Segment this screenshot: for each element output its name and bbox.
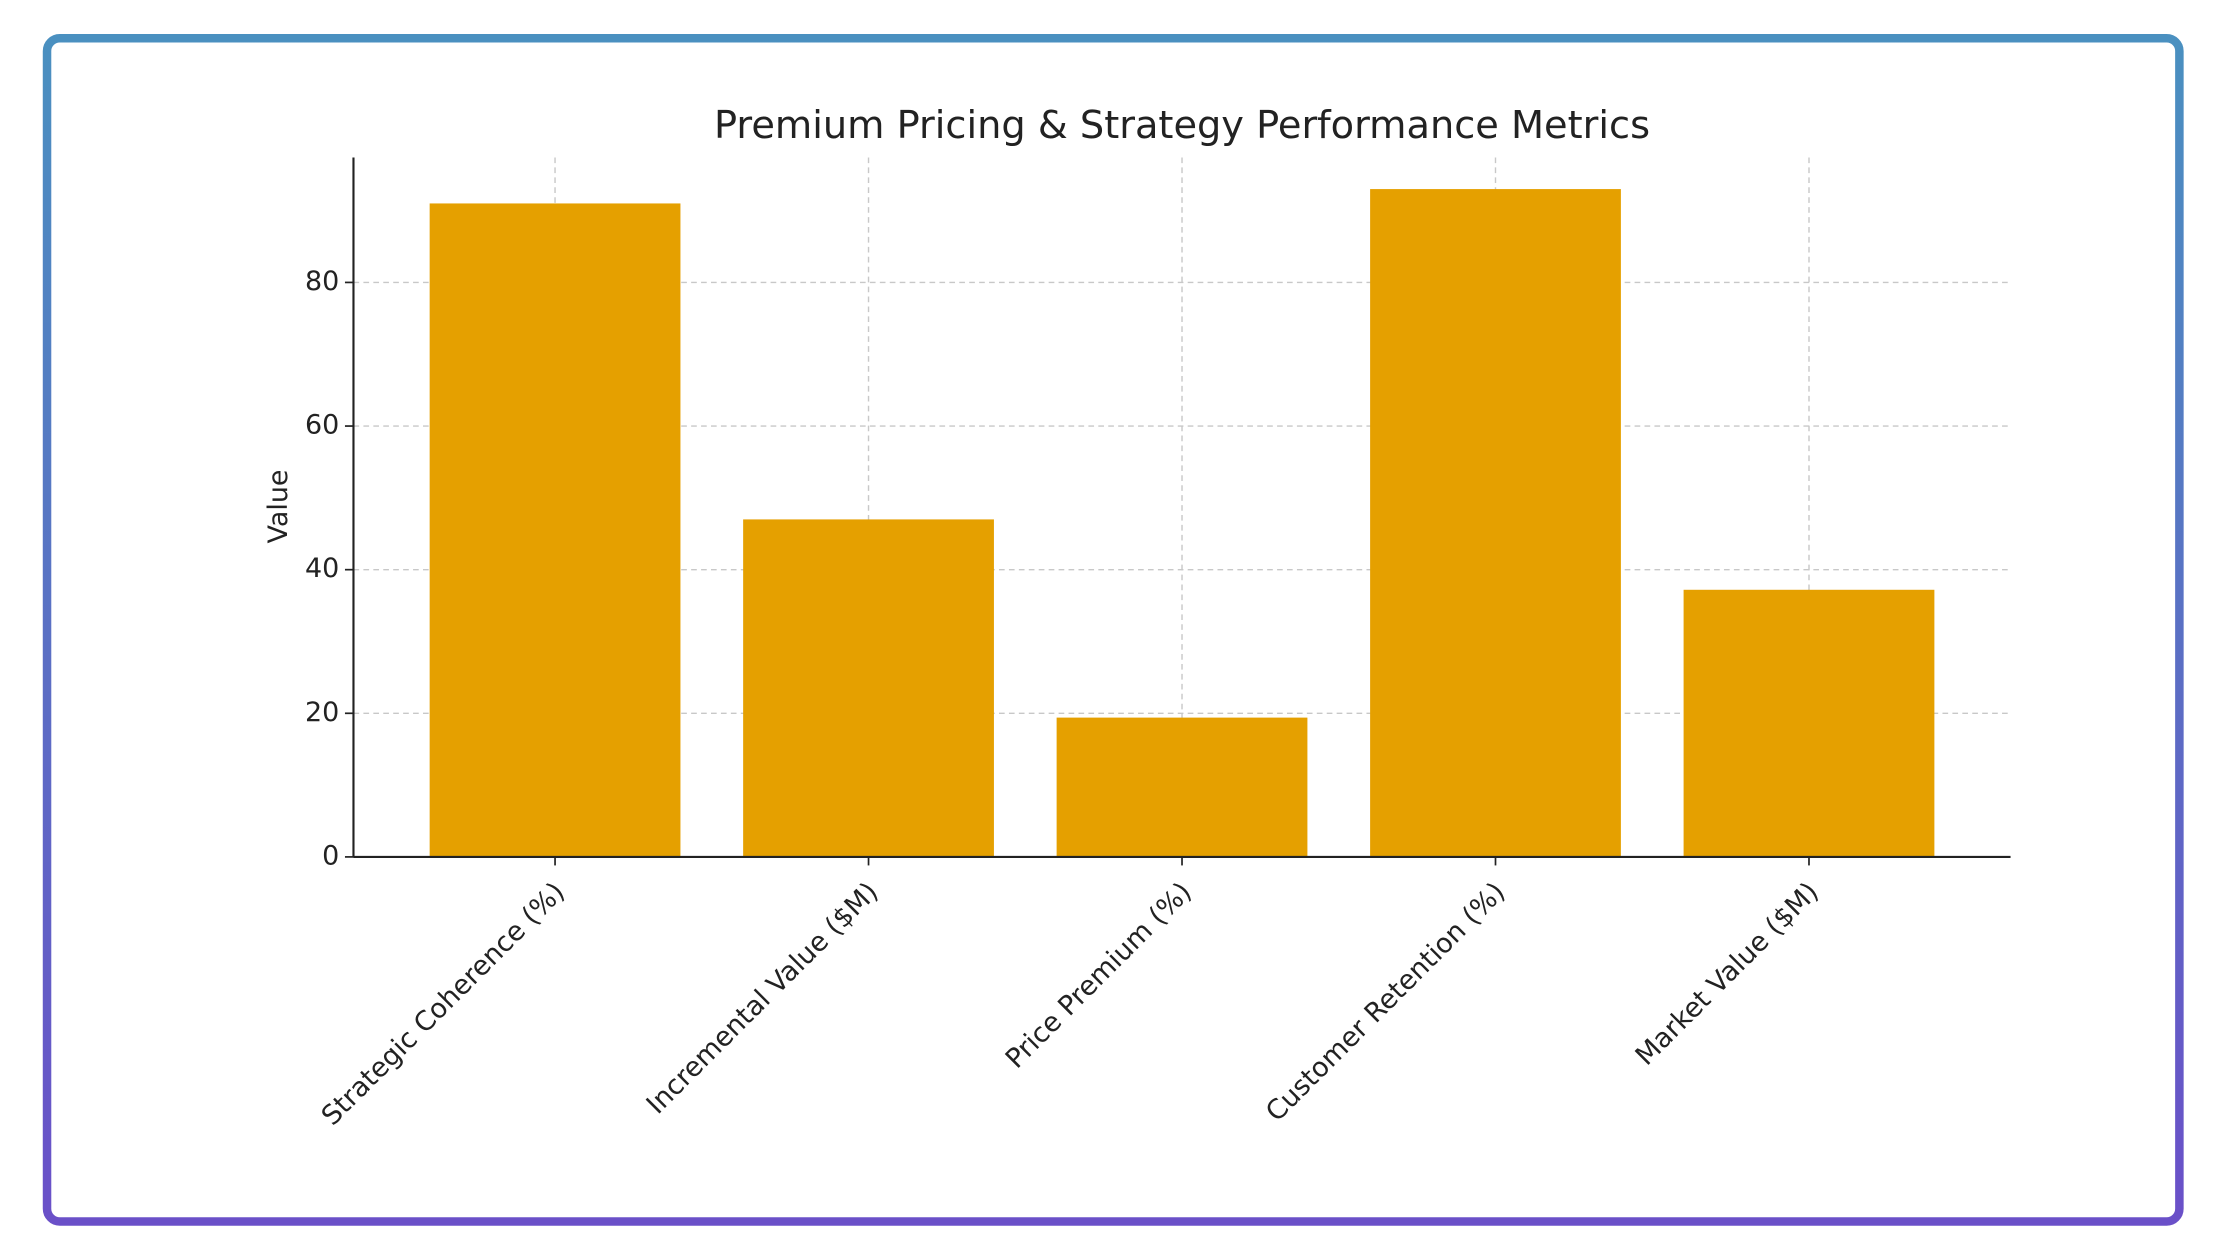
y-tick-label: 60 <box>305 410 339 441</box>
y-tick-label: 0 <box>322 840 339 871</box>
chart-title: Premium Pricing & Strategy Performance M… <box>714 103 1650 148</box>
bar <box>1370 189 1621 857</box>
y-tick-label: 80 <box>305 266 339 297</box>
y-tick-label: 20 <box>305 697 339 728</box>
bar <box>1683 589 1935 857</box>
bar <box>429 203 681 857</box>
y-tick-label: 40 <box>305 553 339 584</box>
y-axis-label: Value <box>263 469 294 543</box>
bars <box>429 189 1935 857</box>
bar <box>1056 717 1308 857</box>
bar <box>743 519 994 857</box>
